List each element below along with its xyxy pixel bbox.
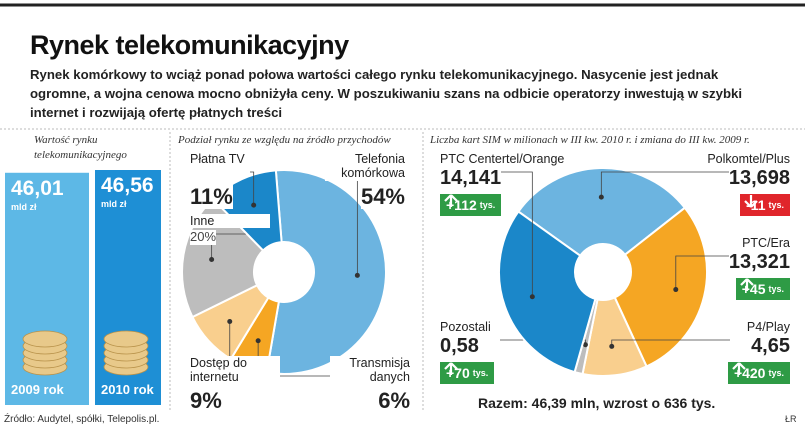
leader-dot bbox=[673, 287, 679, 293]
change-unit: tys. bbox=[768, 368, 784, 378]
value-label: 13,698 bbox=[728, 167, 790, 190]
subtitle-line: ogromne, a wojna cenowa mocno obniżyła c… bbox=[30, 86, 743, 101]
subtitle-line: internet i rozwijają ofertę płatnych tre… bbox=[30, 105, 283, 120]
subtitle-line: Rynek komórkowy to wciąż ponad połowa wa… bbox=[30, 67, 719, 82]
pie-slice bbox=[265, 169, 387, 375]
value-label: 6% bbox=[378, 388, 410, 414]
change-arrow bbox=[444, 194, 458, 207]
change-box: -11 tys. bbox=[740, 194, 790, 216]
arrow bbox=[744, 195, 758, 208]
value-label: 0,58 bbox=[440, 335, 479, 358]
change-unit: tys. bbox=[472, 368, 489, 378]
change-unit: tys. bbox=[768, 200, 784, 210]
credit: ŁR bbox=[785, 414, 797, 424]
value-label: 46,56 bbox=[101, 174, 154, 197]
chart-title: Liczba kart SIM w milionach w III kw. 20… bbox=[430, 134, 750, 146]
change-label: +112 bbox=[446, 197, 477, 213]
value-label: 46,01 bbox=[11, 176, 64, 200]
change-arrow bbox=[739, 278, 754, 291]
unit-label: mld zł bbox=[101, 199, 127, 209]
change-unit: tys. bbox=[479, 200, 496, 210]
leader-dot bbox=[598, 194, 604, 200]
leader-dot bbox=[227, 319, 233, 325]
chart-title: Wartość rynku telekomunikacyjnego bbox=[34, 134, 127, 161]
category-label: Dostęp do internetu bbox=[190, 356, 280, 385]
change-box: +70 tys. bbox=[440, 362, 495, 384]
category-label: Pozostali bbox=[440, 320, 491, 335]
chart-title: Podział rynku ze względu na źródło przyc… bbox=[178, 134, 391, 146]
category-label: Transmisja danych bbox=[330, 356, 410, 385]
pie-slice bbox=[517, 167, 687, 258]
leader-dot bbox=[251, 202, 257, 208]
title: Rynek telekomunikacyjny bbox=[30, 30, 349, 60]
arrow bbox=[732, 362, 746, 375]
value-label: 54% bbox=[360, 184, 405, 210]
leader-dot bbox=[582, 342, 588, 348]
total-label: Razem: 46,39 mln, wzrost o 636 tys. bbox=[478, 395, 716, 411]
change-box: +112 tys. bbox=[440, 194, 502, 216]
category-label: Telefonia komórkowa bbox=[325, 152, 405, 181]
category-label: PTC/Era bbox=[742, 236, 790, 251]
leader-line bbox=[500, 171, 533, 297]
coin bbox=[103, 330, 149, 348]
leader-dot bbox=[529, 294, 535, 300]
category-label: Polkomtel/Plus bbox=[707, 152, 790, 167]
category-label: 2010 rok bbox=[101, 382, 154, 397]
change-box: +45 tys. bbox=[735, 278, 790, 300]
category-label: 2009 rok bbox=[11, 382, 64, 397]
change-box: +420 tys. bbox=[727, 362, 790, 384]
pie-slice bbox=[498, 210, 597, 374]
pie-slice bbox=[613, 206, 708, 368]
arrow bbox=[444, 194, 458, 207]
value-label: 9% bbox=[190, 388, 222, 414]
value-label: 14,141 bbox=[440, 167, 502, 190]
coin bbox=[22, 330, 68, 348]
leader-dot bbox=[609, 343, 615, 349]
category-label: P4/Play bbox=[746, 320, 790, 335]
leader-line bbox=[250, 171, 255, 206]
leader-line bbox=[675, 255, 730, 290]
change-label: +420 bbox=[733, 365, 766, 381]
value-label: 11% bbox=[190, 184, 233, 210]
leader-dot bbox=[255, 338, 261, 344]
arrow bbox=[739, 278, 754, 291]
leader-dot bbox=[354, 272, 360, 278]
value-label: 13,321 bbox=[728, 251, 790, 274]
value-label: 4,65 bbox=[751, 335, 790, 358]
change-arrow bbox=[444, 362, 458, 375]
source: Źródło: Audytel, spółki, Telepolis.pl. bbox=[4, 414, 160, 425]
change-unit: tys. bbox=[768, 284, 784, 294]
unit-label: mld zł bbox=[11, 201, 37, 212]
leader-line bbox=[600, 171, 730, 198]
category-label: PTC Centertel/Orange bbox=[440, 152, 565, 167]
category-label: Inne bbox=[190, 214, 270, 229]
value-label: 20% bbox=[190, 229, 217, 245]
change-arrow bbox=[732, 362, 746, 375]
change-arrow bbox=[744, 195, 758, 208]
arrow bbox=[444, 362, 458, 375]
category-label: Płatna TV bbox=[190, 152, 280, 167]
leader-dot bbox=[209, 256, 215, 262]
